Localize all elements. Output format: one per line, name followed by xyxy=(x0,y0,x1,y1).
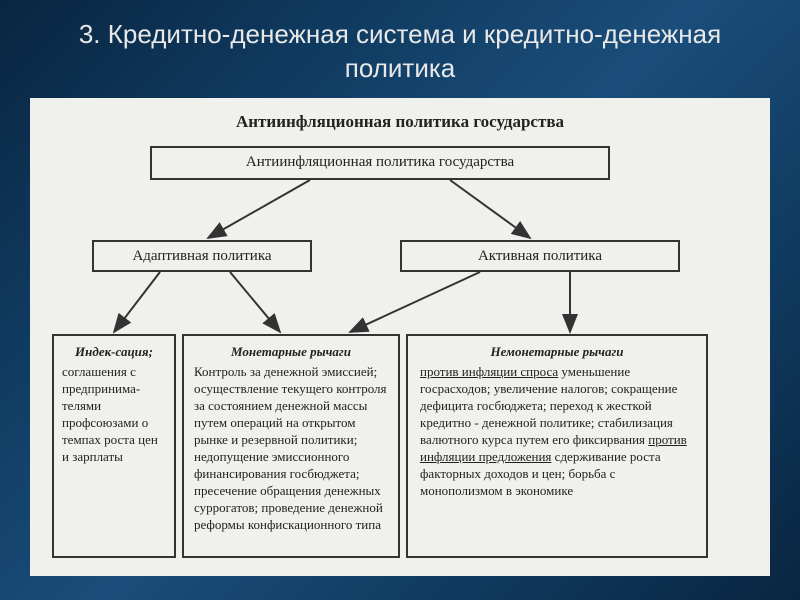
slide-title: 3. Кредитно-денежная система и кредитно-… xyxy=(0,0,800,98)
edge xyxy=(350,272,480,332)
edge xyxy=(230,272,280,332)
edge xyxy=(114,272,160,332)
leaf-body: против инфляции спроса уменьшение госрас… xyxy=(420,364,694,499)
node-adaptive: Адаптивная политика xyxy=(92,240,312,272)
diagram-container: Антиинфляционная политика государства Ан… xyxy=(30,98,770,576)
node-nonmonetary: Немонетарные рычаги против инфляции спро… xyxy=(406,334,708,558)
leaf-header: Немонетарные рычаги xyxy=(420,344,694,361)
leaf-body: Контроль за денежной эмиссией; осуществл… xyxy=(194,364,388,533)
leaf-header: Индек-сация; xyxy=(62,344,166,361)
diagram-title: Антиинфляционная политика государства xyxy=(52,112,748,132)
leaf-body: соглашения с предпринима-телями профсоюз… xyxy=(62,364,166,465)
edge xyxy=(208,180,310,238)
node-monetary: Монетарные рычаги Контроль за денежной э… xyxy=(182,334,400,558)
node-active: Активная политика xyxy=(400,240,680,272)
node-root: Антиинфляционная политика государства xyxy=(150,146,610,180)
edge xyxy=(450,180,530,238)
node-indexation: Индек-сация; соглашения с предпринима-те… xyxy=(52,334,176,558)
leaf-header: Монетарные рычаги xyxy=(194,344,388,361)
